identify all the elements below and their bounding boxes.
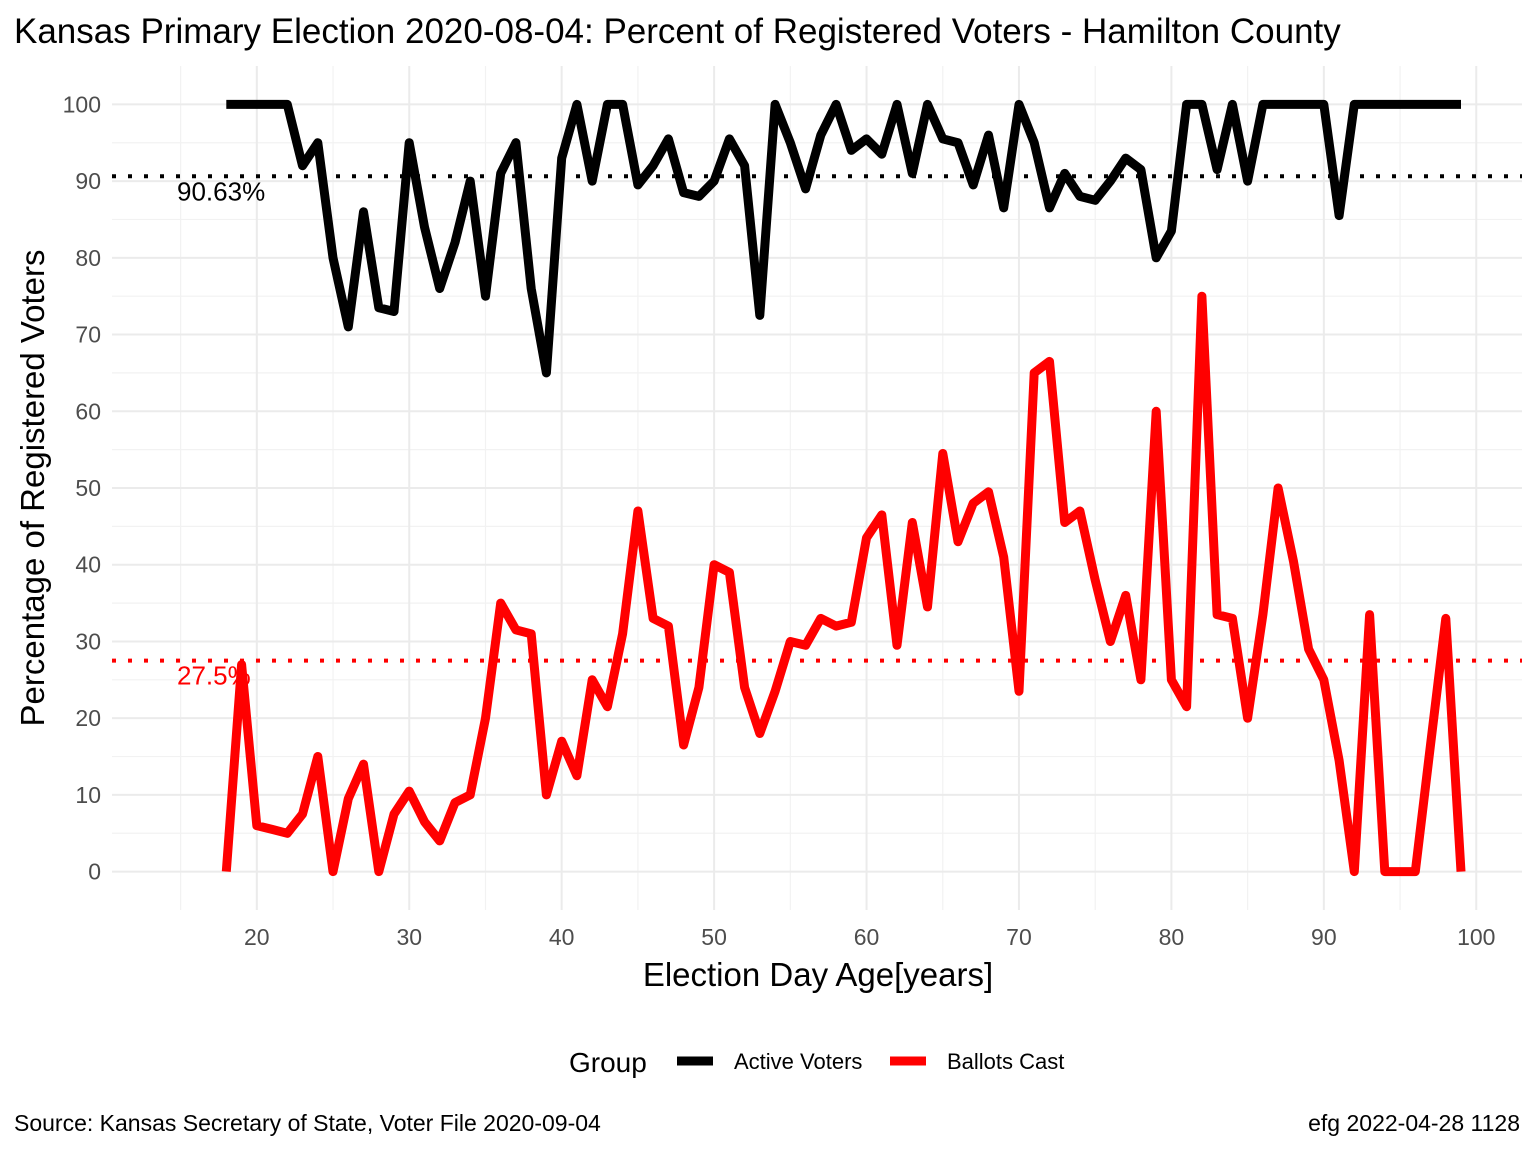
x-tick-label: 40 bbox=[549, 924, 575, 950]
reference-line-label: 27.5% bbox=[177, 661, 251, 691]
x-tick-label: 70 bbox=[1006, 924, 1032, 950]
source-caption: Source: Kansas Secretary of State, Voter… bbox=[14, 1110, 601, 1136]
legend: Group Active Voters Ballots Cast bbox=[569, 1047, 1064, 1078]
y-tick-label: 40 bbox=[75, 552, 101, 578]
y-tick-label: 100 bbox=[63, 91, 101, 117]
credit-caption: efg 2022-04-28 1128 bbox=[1308, 1110, 1520, 1136]
x-tick-label: 30 bbox=[396, 924, 422, 950]
x-tick-label: 80 bbox=[1159, 924, 1185, 950]
x-tick-label: 90 bbox=[1311, 924, 1337, 950]
legend-label-ballots-cast: Ballots Cast bbox=[947, 1049, 1064, 1074]
y-tick-label: 0 bbox=[88, 859, 101, 885]
y-tick-label: 70 bbox=[75, 322, 101, 348]
x-axis-title: Election Day Age[years] bbox=[643, 956, 993, 993]
reference-line-label: 90.63% bbox=[177, 176, 265, 206]
legend-label-active-voters: Active Voters bbox=[734, 1049, 862, 1074]
series-line bbox=[226, 99, 1461, 378]
y-tick-label: 30 bbox=[75, 628, 101, 654]
x-axis-tick-labels: 20 30 40 50 60 70 80 90 100 bbox=[244, 924, 1495, 950]
y-tick-label: 80 bbox=[75, 245, 101, 271]
series-line bbox=[221, 291, 1466, 877]
chart-title: Kansas Primary Election 2020-08-04: Perc… bbox=[14, 12, 1341, 51]
y-tick-label: 50 bbox=[75, 475, 101, 501]
legend-title: Group bbox=[569, 1047, 647, 1078]
y-tick-label: 90 bbox=[75, 168, 101, 194]
reference-lines bbox=[112, 174, 1522, 663]
x-tick-label: 20 bbox=[244, 924, 270, 950]
y-tick-label: 20 bbox=[75, 705, 101, 731]
y-axis-tick-labels: 0 10 20 30 40 50 60 70 80 90 100 bbox=[63, 91, 101, 884]
x-tick-label: 100 bbox=[1457, 924, 1495, 950]
reference-labels: 90.63% 27.5% bbox=[177, 176, 265, 690]
x-tick-label: 50 bbox=[701, 924, 727, 950]
series-lines bbox=[221, 99, 1466, 877]
y-tick-label: 60 bbox=[75, 398, 101, 424]
y-axis-title: Percentage of Registered Voters bbox=[14, 250, 51, 727]
y-tick-label: 10 bbox=[75, 782, 101, 808]
x-tick-label: 60 bbox=[854, 924, 880, 950]
